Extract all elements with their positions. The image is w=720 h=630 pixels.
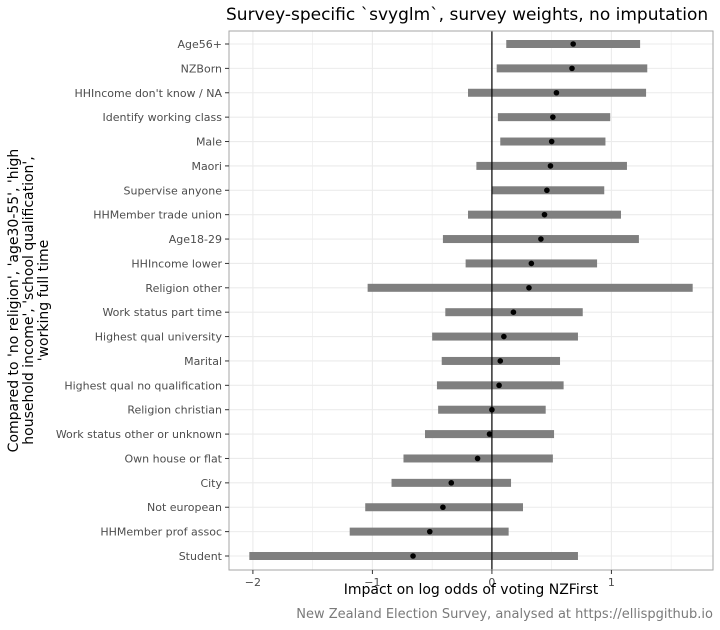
y-tick-label: Work status other or unknown bbox=[56, 428, 222, 441]
y-tick-label: Highest qual university bbox=[95, 331, 223, 344]
estimate-point bbox=[548, 138, 555, 145]
y-tick-label: City bbox=[200, 477, 222, 490]
estimate-point bbox=[448, 480, 455, 486]
y-tick-label: Religion christian bbox=[127, 404, 222, 417]
estimate-point bbox=[538, 236, 544, 242]
y-tick-label: Identify working class bbox=[103, 111, 223, 124]
y-axis-title-line: Compared to 'no religion', 'age30-55', '… bbox=[6, 149, 22, 453]
estimate-point bbox=[510, 309, 517, 315]
y-axis: Age56+ NZBorn HHIncome don't know / NA Iden… bbox=[56, 38, 229, 563]
y-tick-label: Age18-29 bbox=[169, 233, 222, 246]
y-tick-label: Not european bbox=[147, 501, 222, 514]
x-tick-label: 0 bbox=[488, 576, 495, 589]
x-tick-label: 1 bbox=[608, 576, 615, 589]
y-tick-label: Supervise anyone bbox=[124, 184, 223, 197]
plot-panel bbox=[228, 30, 714, 571]
estimate-point bbox=[410, 553, 416, 559]
panel-border bbox=[228, 30, 714, 571]
estimate-point bbox=[474, 455, 481, 462]
x-tick-label: −2 bbox=[245, 576, 261, 589]
estimate-point bbox=[553, 89, 560, 96]
estimate-point bbox=[486, 431, 493, 437]
y-axis-title: Compared to 'no religion', 'age30-55', '… bbox=[6, 149, 52, 453]
x-axis-title: Impact on log odds of voting NZFirst bbox=[344, 582, 599, 598]
y-axis-title-line: household income', 'school qualification… bbox=[21, 156, 37, 444]
estimate-point bbox=[550, 114, 556, 120]
estimate-point bbox=[426, 528, 433, 535]
y-tick-label: Male bbox=[196, 136, 222, 149]
y-tick-label: NZBorn bbox=[181, 62, 222, 75]
y-tick-label: Marital bbox=[184, 355, 222, 368]
chart-title: Survey-specific `svyglm`, survey weights… bbox=[226, 5, 708, 25]
y-tick-label: HHIncome don't know / NA bbox=[74, 87, 222, 100]
estimate-point bbox=[440, 504, 446, 511]
y-axis-title-line: 'working full time bbox=[36, 240, 52, 362]
y-tick-label: Religion other bbox=[145, 282, 222, 295]
chart-caption: New Zealand Election Survey, analysed at… bbox=[296, 607, 713, 622]
estimate-point bbox=[569, 65, 575, 72]
x-tick-label: −1 bbox=[364, 576, 380, 589]
panel-background bbox=[229, 31, 713, 570]
estimate-point bbox=[501, 333, 507, 340]
estimate-point bbox=[547, 163, 554, 169]
estimate-point bbox=[497, 358, 504, 364]
estimate-point bbox=[528, 260, 535, 267]
estimate-points bbox=[410, 41, 576, 559]
x-axis: −2 −1 0 1 bbox=[245, 570, 615, 589]
estimate-point bbox=[541, 211, 548, 218]
y-tick-label: Student bbox=[179, 550, 223, 563]
estimate-point bbox=[489, 406, 495, 413]
y-tick-label: HHIncome lower bbox=[131, 257, 222, 270]
y-tick-label: Work status part time bbox=[102, 306, 222, 319]
estimate-point bbox=[544, 187, 550, 194]
estimate-point bbox=[496, 382, 502, 389]
y-tick-label: Own house or flat bbox=[124, 452, 222, 465]
y-tick-label: Maori bbox=[191, 160, 222, 173]
y-tick-label: HHMember trade union bbox=[93, 209, 222, 222]
estimate-point bbox=[570, 41, 576, 47]
y-tick-label: Highest qual no qualification bbox=[64, 379, 222, 392]
y-tick-label: Age56+ bbox=[178, 38, 223, 51]
y-tick-label: HHMember prof assoc bbox=[100, 526, 222, 539]
estimate-point bbox=[526, 285, 532, 291]
